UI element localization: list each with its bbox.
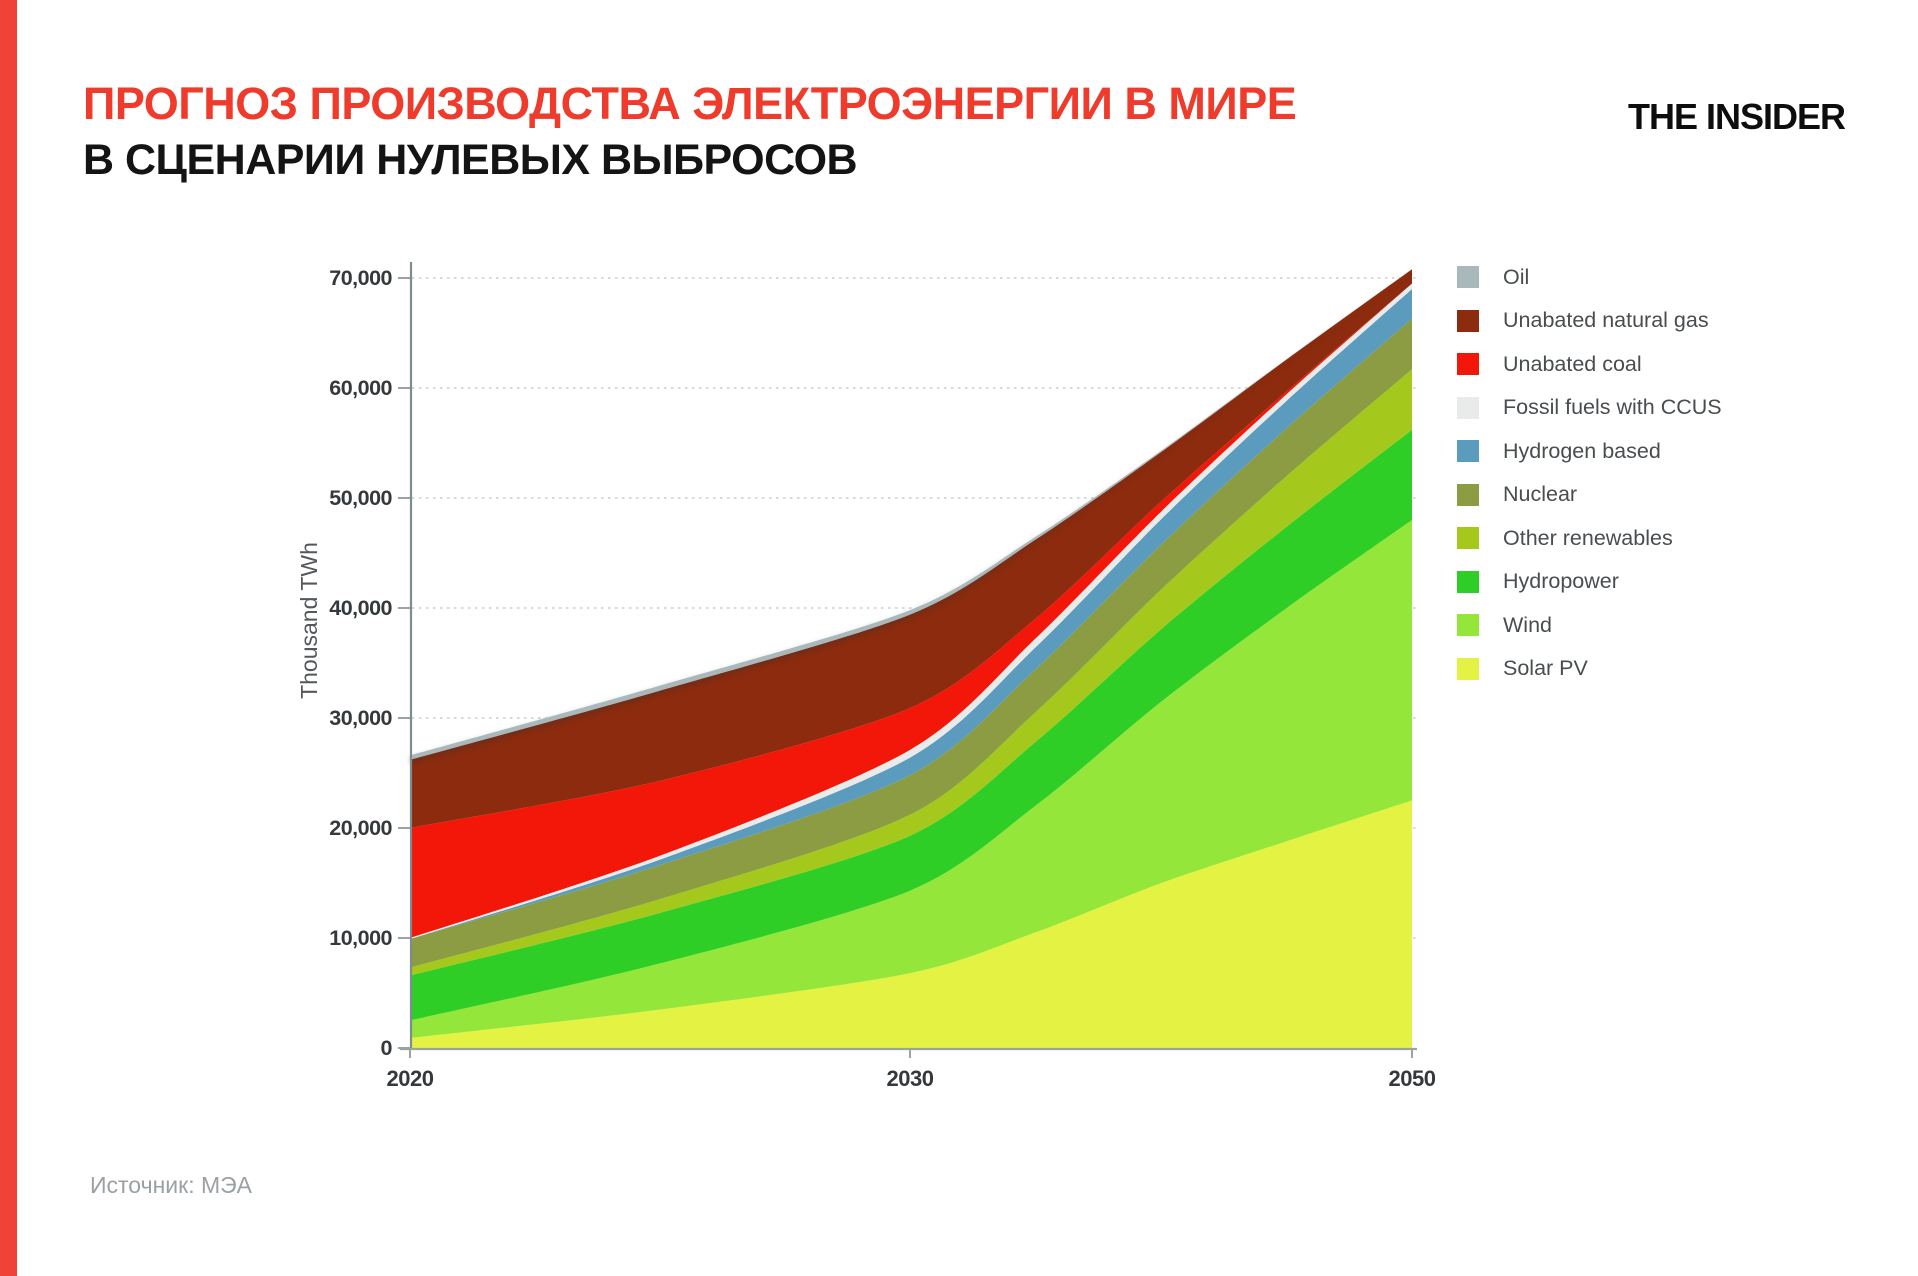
- legend-label: Nuclear: [1503, 482, 1578, 506]
- legend-swatch: [1457, 266, 1479, 288]
- legend-label: Wind: [1503, 612, 1552, 637]
- legend-label: Oil: [1503, 264, 1530, 289]
- y-tick-label: 50,000: [329, 486, 392, 510]
- legend-item-nuclear: Nuclear: [1457, 482, 1722, 506]
- legend-swatch: [1457, 309, 1479, 332]
- legend-item-other-renewables: Other renewables: [1457, 525, 1722, 550]
- legend-label: Fossil fuels with CCUS: [1503, 395, 1722, 419]
- legend-item-unabated-natural-gas: Unabated natural gas: [1457, 308, 1722, 332]
- legend-item-oil: Oil: [1457, 264, 1722, 289]
- legend-item-hydropower: Hydropower: [1457, 569, 1722, 593]
- legend-swatch: [1457, 440, 1479, 462]
- y-tick-label: 60,000: [329, 376, 392, 400]
- y-tick-label: 10,000: [329, 926, 392, 950]
- left-accent-bar: [0, 0, 17, 1276]
- legend-item-fossil-fuels-with-ccus: Fossil fuels with CCUS: [1457, 395, 1722, 419]
- legend-swatch: [1457, 657, 1479, 680]
- area-band-hydropower: [410, 429, 1412, 1021]
- x-tick-label: 2050: [1389, 1066, 1436, 1091]
- legend-swatch: [1457, 570, 1479, 593]
- legend-swatch: [1457, 483, 1479, 506]
- y-tick-label: 40,000: [329, 596, 392, 620]
- area-band-unabated-coal: [410, 283, 1412, 938]
- legend-swatch: [1457, 396, 1479, 419]
- page-subtitle: В СЦЕНАРИИ НУЛЕВЫХ ВЫБРОСОВ: [83, 136, 858, 184]
- legend-item-hydrogen-based: Hydrogen based: [1457, 438, 1722, 463]
- legend-label: Solar PV: [1503, 656, 1588, 680]
- area-band-solar-pv: [410, 800, 1412, 1048]
- y-tick-label: 70,000: [329, 266, 392, 290]
- y-axis-title: Thousand TWh: [296, 542, 322, 699]
- the-insider-logo: THE INSIDER: [1628, 96, 1846, 137]
- legend-swatch: [1457, 353, 1479, 375]
- area-band-wind: [410, 520, 1412, 1039]
- x-tick-label: 2030: [887, 1066, 934, 1091]
- legend-item-unabated-coal: Unabated coal: [1457, 351, 1722, 376]
- x-tick-label: 2020: [387, 1066, 434, 1091]
- page-title: ПРОГНОЗ ПРОИЗВОДСТВА ЭЛЕКТРОЭНЕРГИИ В МИ…: [83, 78, 1297, 129]
- y-tick-label: 30,000: [329, 706, 392, 730]
- legend-label: Hydrogen based: [1503, 438, 1661, 463]
- y-tick-label: 0: [381, 1036, 393, 1060]
- legend-swatch: [1457, 527, 1479, 549]
- chart-legend: Oil Unabated natural gas Unabated coal Foss…: [1457, 264, 1722, 680]
- legend-label: Other renewables: [1503, 525, 1673, 550]
- legend-item-solar-pv: Solar PV: [1457, 656, 1722, 680]
- y-tick-label: 20,000: [329, 816, 392, 840]
- legend-label: Unabated coal: [1503, 351, 1642, 376]
- legend-item-wind: Wind: [1457, 612, 1722, 637]
- area-band-unabated-natural-gas: [410, 269, 1412, 828]
- legend-label: Unabated natural gas: [1503, 308, 1709, 332]
- source-note: Источник: МЭА: [90, 1172, 252, 1198]
- legend-swatch: [1457, 614, 1479, 636]
- legend-label: Hydropower: [1503, 569, 1619, 593]
